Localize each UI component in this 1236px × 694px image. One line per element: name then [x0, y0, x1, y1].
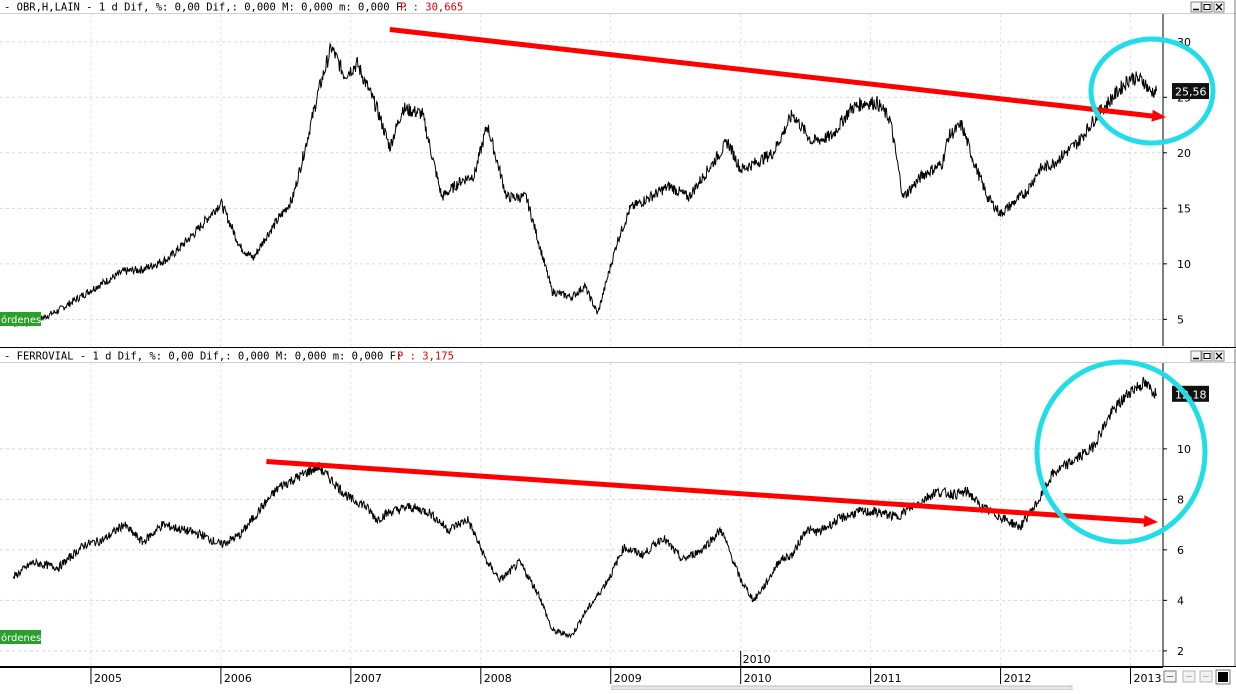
y-tick-label: 6 [1177, 544, 1184, 557]
plot-area[interactable] [0, 363, 1163, 666]
highlight-circle [1034, 359, 1208, 545]
trendline [266, 458, 1151, 524]
pin-icon[interactable] [1199, 670, 1213, 683]
trendline [389, 27, 1159, 120]
x-tick-label: 2008 [484, 672, 512, 685]
x-tick-label: 2007 [354, 672, 382, 685]
panel-ferrovial: - FERROVIAL - 1 d Dif, %: 0,00 Dif,: 0,0… [0, 349, 1236, 667]
control-frame[interactable] [1190, 350, 1202, 362]
x-axis: 2005 2006 2007 2008 2009 2010 2011 2012 2013 2010 [0, 651, 1236, 691]
restore-glyph [1203, 353, 1211, 359]
restore-glyph [1203, 4, 1211, 10]
x-tick-label: 2009 [614, 672, 642, 685]
x-tick-label: 2010 [744, 672, 772, 685]
plot-area[interactable] [0, 14, 1163, 346]
restore-icon[interactable] [1201, 1, 1213, 13]
y-tick-label: 8 [1177, 493, 1184, 506]
panel-header [0, 349, 1236, 363]
y-axis-column [1163, 14, 1236, 346]
highlight-circle [1088, 36, 1216, 146]
save-icon[interactable] [1182, 670, 1196, 683]
color-swatch-icon[interactable] [1215, 669, 1231, 685]
orders-badge[interactable] [0, 312, 41, 326]
price-series-line [12, 376, 1157, 639]
x-axis-strip [0, 667, 1236, 690]
control-frame[interactable] [1201, 1, 1213, 13]
orders-badge-text: órdenes [1, 632, 41, 644]
x-tick-label: 2013 [1134, 672, 1162, 685]
horizontal-scrollbar[interactable] [611, 685, 1073, 691]
minimize-icon[interactable] [1190, 1, 1202, 13]
y-tick-label: 20 [1177, 147, 1191, 160]
panel-header-text: - FERROVIAL - 1 d Dif, %: 0,00 Dif,: 0,0… [4, 351, 402, 363]
y-tick-label: 10 [1177, 258, 1191, 271]
y-tick-label: 2 [1177, 645, 1184, 658]
panel-header [0, 0, 1236, 14]
control-frame[interactable] [1190, 1, 1202, 13]
restore-icon[interactable] [1201, 350, 1213, 362]
x-tick-label: 2011 [874, 672, 902, 685]
trendline-arrowhead [1143, 515, 1158, 528]
close-icon[interactable] [1213, 1, 1225, 13]
y-axis-column [1163, 363, 1236, 666]
price-series-line [13, 42, 1157, 328]
y-tick-label: 10 [1177, 443, 1191, 456]
color-swatch-fill [1218, 672, 1228, 682]
control-frame[interactable] [1201, 350, 1213, 362]
x-tick-label: 2005 [94, 672, 122, 685]
y-tick-label: 5 [1177, 313, 1184, 326]
cursor-label: 2010 [743, 653, 771, 666]
y-tick-label: 4 [1177, 594, 1184, 607]
price-label: P : 30,665 [400, 2, 463, 14]
minimize-icon[interactable] [1190, 350, 1202, 362]
settings-icon[interactable] [1163, 670, 1177, 683]
panel-header-text: - OBR,H,LAIN - 1 d Dif, %: 0,00 Dif,: 0,… [4, 2, 409, 14]
trendline-arrowhead [1151, 109, 1166, 122]
x-tick-label: 2012 [1004, 672, 1032, 685]
last-price-badge [1172, 83, 1209, 100]
panel-obrascon: - OBR,H,LAIN - 1 d Dif, %: 0,00 Dif,: 0,… [0, 0, 1236, 348]
close-glyph-b [1215, 3, 1223, 11]
last-price-badge-text: 25,56 [1175, 86, 1207, 99]
orders-badge[interactable] [0, 630, 41, 644]
y-tick-label: 15 [1177, 202, 1191, 215]
orders-badge-text: órdenes [1, 314, 41, 326]
x-tick-label: 2006 [224, 672, 252, 685]
close-glyph-b [1215, 352, 1223, 360]
close-icon[interactable] [1213, 350, 1225, 362]
price-label: P : 3,175 [397, 351, 454, 363]
